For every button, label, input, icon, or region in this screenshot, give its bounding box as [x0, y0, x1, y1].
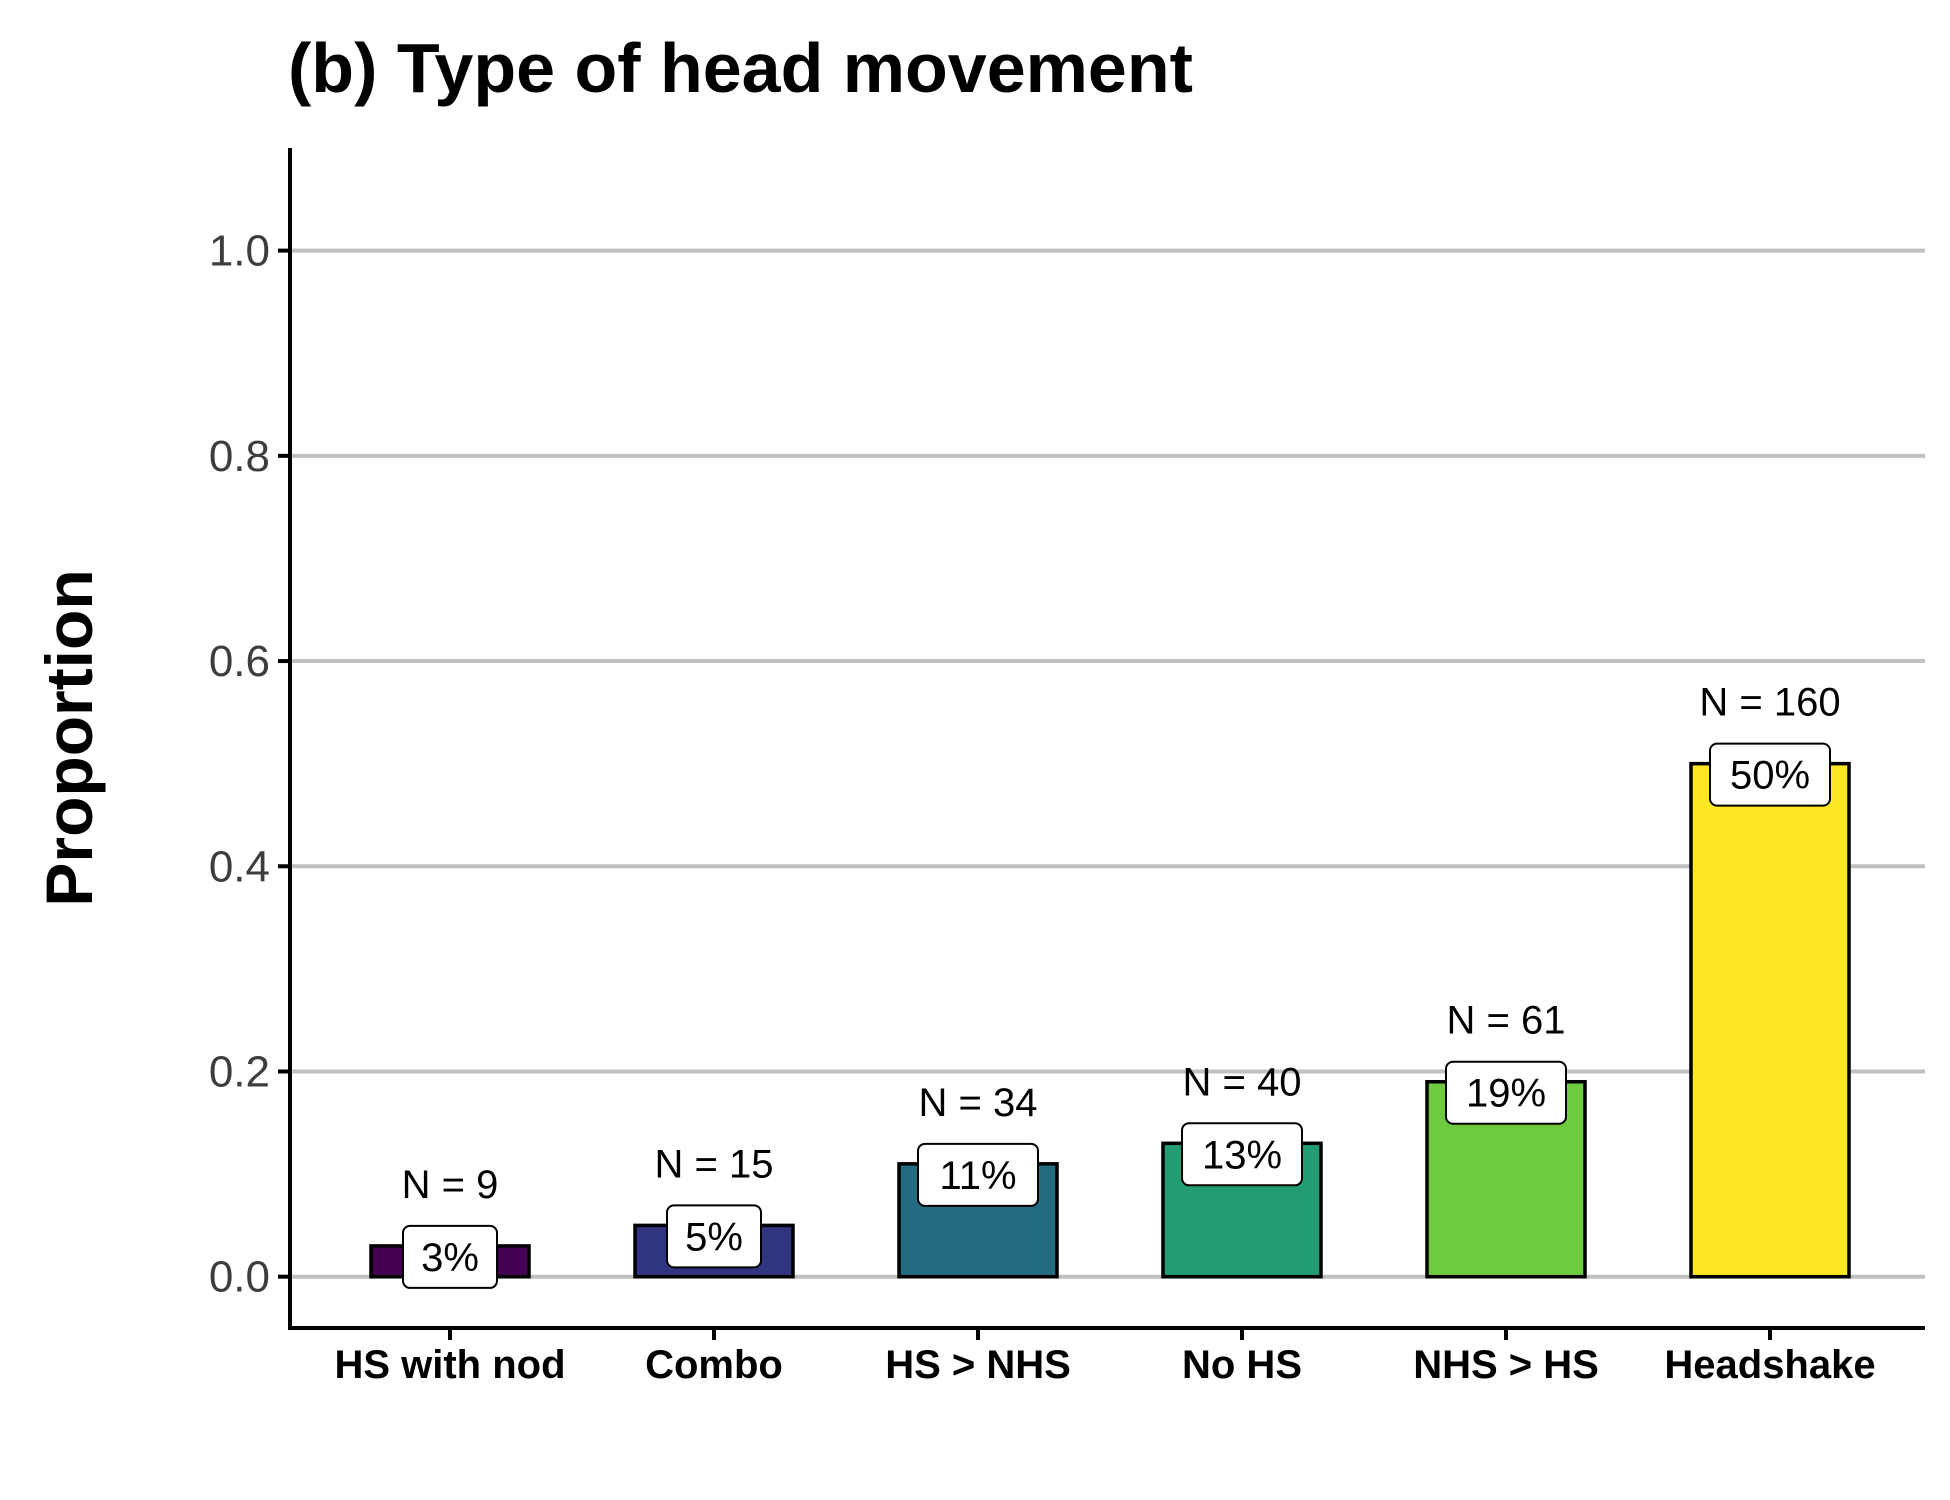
x-tick-label: HS > NHS: [885, 1343, 1071, 1387]
count-label: N = 61: [1447, 999, 1566, 1043]
data-labels: N = 9 3% N = 15 5% N = 34 11% N = 40 13% N = 61 1…: [402, 681, 1841, 1289]
y-tick-label: 0.0: [209, 1253, 270, 1302]
y-tick-label: 0.6: [209, 637, 270, 686]
percent-label: 19%: [1466, 1072, 1546, 1116]
gridlines: [290, 248, 1925, 1279]
percent-label-box: [1445, 1060, 1567, 1125]
percent-label-box: [402, 1224, 498, 1289]
x-tick-label: NHS > HS: [1413, 1343, 1599, 1387]
count-label: N = 34: [919, 1081, 1038, 1125]
percent-label: 3%: [421, 1236, 479, 1280]
percent-label-box: [666, 1204, 762, 1269]
count-label: N = 40: [1183, 1060, 1302, 1104]
y-tick-label: 0.8: [209, 432, 270, 481]
y-axis-title: Proportion: [32, 569, 106, 906]
percent-label-box: [917, 1142, 1039, 1207]
percent-label-box: [1181, 1122, 1303, 1187]
y-tick-label: 0.4: [209, 842, 270, 891]
percent-label: 13%: [1202, 1133, 1282, 1177]
y-tick-label: 1.0: [209, 227, 270, 276]
percent-label: 50%: [1730, 754, 1810, 798]
x-tick-label: Combo: [645, 1343, 783, 1387]
percent-label: 5%: [685, 1215, 743, 1259]
bars: [369, 761, 1851, 1279]
y-tick-label: 0.2: [209, 1047, 270, 1096]
chart-title: (b) Type of head movement: [288, 29, 1193, 107]
bar: [1689, 761, 1851, 1279]
count-label: N = 160: [1699, 681, 1840, 725]
count-label: N = 9: [402, 1163, 499, 1207]
percent-label: 11%: [939, 1154, 1016, 1198]
x-tick-label: HS with nod: [334, 1343, 565, 1387]
count-label: N = 15: [655, 1142, 774, 1186]
x-tick-label: Headshake: [1664, 1343, 1875, 1387]
axes: 0.0 0.2 0.4 0.6 0.8 1.0 HS with nod Combo HS > N…: [209, 148, 1925, 1387]
x-tick-label: No HS: [1182, 1343, 1302, 1387]
percent-label-box: [1709, 742, 1831, 807]
